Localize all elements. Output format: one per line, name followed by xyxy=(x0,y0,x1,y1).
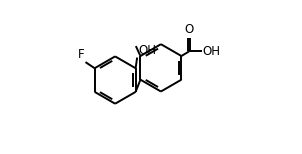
Text: OH: OH xyxy=(203,45,221,58)
Text: F: F xyxy=(78,48,85,61)
Text: OH: OH xyxy=(138,44,156,57)
Text: O: O xyxy=(185,23,194,36)
